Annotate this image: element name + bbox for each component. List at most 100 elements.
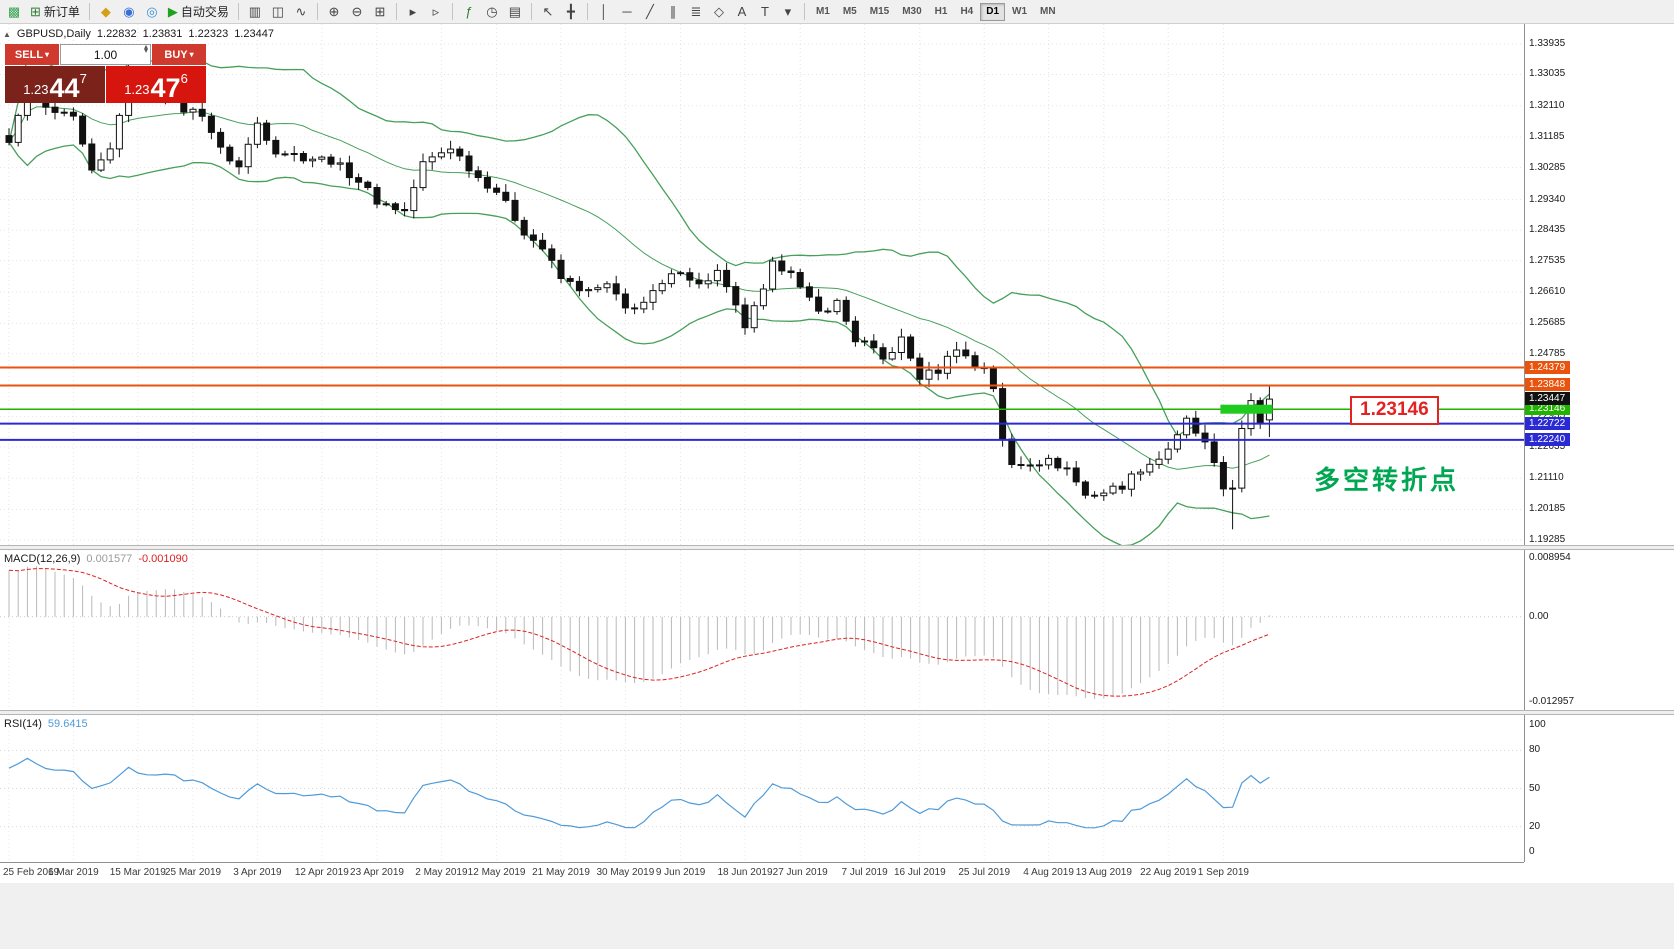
candle-body — [1210, 441, 1218, 463]
candle-body — [217, 131, 225, 148]
fibonacci-icon[interactable]: ≣ — [685, 2, 707, 22]
candle-body — [244, 143, 252, 168]
zoom-out-icon[interactable]: ⊖ — [346, 2, 368, 22]
price-tag-1.22722: 1.22722 — [1525, 416, 1571, 430]
candle-body — [207, 115, 215, 133]
tile-windows-icon[interactable]: ⊞ — [369, 2, 391, 22]
rsi-line — [8, 757, 1270, 829]
candle-body — [1091, 494, 1099, 497]
main-chart-plot[interactable] — [0, 24, 1524, 545]
cursor-icon[interactable]: ↖ — [537, 2, 559, 22]
horizontal-line-icon[interactable]: ─ — [616, 2, 638, 22]
current-price-tag: 1.23447 — [1525, 392, 1571, 406]
candle-body — [677, 272, 685, 275]
time-axis-label: 25 Feb 2019 — [3, 867, 60, 878]
price-scale[interactable]: 1.33935 1.33035 1.32110 1.31185 1.30285 1.293… — [1524, 24, 1674, 862]
bollinger-middle-band[interactable] — [8, 106, 1270, 470]
buy-button-label: BUY — [164, 48, 188, 61]
volume-input[interactable]: 1.00 ▴ ▾ — [60, 42, 151, 65]
equidistant-channel-icon[interactable]: ∥ — [662, 2, 684, 22]
time-axis-label: 12 Apr 2019 — [294, 867, 349, 878]
toolbar-separator — [451, 3, 453, 20]
trendline-icon[interactable]: ╱ — [639, 2, 661, 22]
candle-body — [603, 283, 611, 289]
candle-body — [943, 355, 951, 374]
volume-up-button[interactable]: ▴ — [143, 42, 148, 51]
sell-button[interactable]: SELL ▾ — [5, 44, 59, 65]
crosshair-icon[interactable]: ╋ — [560, 2, 582, 22]
timeframe-d1[interactable]: D1 — [980, 2, 1006, 21]
data-window-icon[interactable]: ◉ — [118, 2, 140, 22]
layouts-icon[interactable]: ◆ — [95, 2, 117, 22]
indicators-icon[interactable]: ƒ — [458, 2, 480, 22]
periods-icon[interactable]: ◷ — [481, 2, 503, 22]
timeframe-m30[interactable]: M30 — [902, 5, 922, 17]
price-scale-label: 1.31185 — [1529, 131, 1565, 143]
timeframe-m5[interactable]: M5 — [842, 5, 857, 17]
pivot-note-text[interactable]: 多空转折点 — [1314, 465, 1460, 495]
candle-body — [14, 114, 22, 143]
candle-body — [1035, 464, 1043, 467]
candle-body — [97, 159, 105, 171]
terminal-icon[interactable]: ▩ — [3, 2, 25, 22]
time-axis-label: 6 Mar 2019 — [48, 867, 99, 878]
arrow-tools-icon[interactable]: ▾ — [777, 2, 799, 22]
timeframe-h1[interactable]: H1 — [934, 5, 948, 17]
sell-dropdown-caret-icon: ▾ — [45, 50, 50, 59]
panel-separator[interactable] — [0, 545, 1674, 550]
timeframe-m15[interactable]: M15 — [869, 5, 890, 17]
buy-price-pipette: 6 — [180, 71, 188, 86]
bar-chart-icon[interactable]: ▥ — [244, 2, 266, 22]
candle-body — [355, 177, 363, 183]
price-callout[interactable]: 1.23146 — [1350, 396, 1439, 425]
shapes-icon[interactable]: ◇ — [708, 2, 730, 22]
timeframe-h4[interactable]: H4 — [960, 5, 974, 17]
price-scale-label: 1.30285 — [1529, 161, 1566, 173]
candle-body — [1201, 432, 1209, 443]
candlestick-chart-icon[interactable]: ◫ — [267, 2, 289, 22]
buy-button[interactable]: BUY ▾ — [152, 44, 206, 65]
chart-window[interactable]: 25 Feb 2019 6 Mar 2019 15 Mar 2019 25 Mar 2… — [0, 24, 1674, 949]
line-chart-icon[interactable]: ∿ — [290, 2, 312, 22]
bollinger-upper-band[interactable] — [8, 56, 1270, 437]
text-label-icon[interactable]: T — [754, 2, 776, 22]
macd-plot[interactable] — [0, 550, 1524, 710]
new-order-button[interactable]: ⊞ 新订单 — [26, 2, 84, 22]
vertical-line-icon[interactable]: │ — [593, 2, 615, 22]
candle-body — [585, 289, 593, 292]
candle-body — [796, 272, 804, 288]
templates-icon[interactable]: ▤ — [504, 2, 526, 22]
buy-price-display[interactable]: 1.23 47 6 — [106, 66, 206, 103]
bollinger-lower-band[interactable] — [8, 142, 1270, 545]
support-highlight-segment[interactable] — [1220, 404, 1273, 414]
rsi-plot[interactable] — [0, 715, 1524, 862]
time-axis-label: 15 Mar 2019 — [109, 867, 166, 878]
candle-body — [1238, 428, 1246, 489]
refresh-icon[interactable]: ◎ — [141, 2, 163, 22]
timeframe-w1[interactable]: W1 — [1012, 5, 1028, 17]
candle-body — [263, 122, 271, 141]
timeframe-m1[interactable]: M1 — [815, 5, 830, 17]
timeframe-mn[interactable]: MN — [1040, 5, 1056, 17]
trade-panel-collapse-arrow[interactable]: ▲ — [3, 29, 11, 39]
candle-body — [1173, 434, 1181, 450]
rsi-scale-label: 80 — [1529, 744, 1541, 756]
panel-separator[interactable] — [0, 710, 1674, 715]
time-axis[interactable]: 25 Feb 2019 6 Mar 2019 15 Mar 2019 25 Mar 2… — [0, 862, 1524, 883]
autotrading-button-label: 自动交易 — [180, 5, 229, 19]
zoom-in-icon[interactable]: ⊕ — [323, 2, 345, 22]
candle-body — [401, 209, 409, 212]
candle-body — [971, 355, 979, 369]
auto-scroll-icon[interactable]: ▸ — [402, 2, 424, 22]
chart-shift-icon[interactable]: ▹ — [425, 2, 447, 22]
vertical-line-icon: │ — [599, 4, 608, 19]
candle-body — [318, 156, 326, 160]
text-icon[interactable]: A — [731, 2, 753, 22]
volume-down-button[interactable]: ▾ — [143, 46, 148, 56]
sell-price-display[interactable]: 1.23 44 7 — [5, 66, 105, 103]
autotrading-button[interactable]: ▶ 自动交易 — [164, 2, 233, 22]
toolbar-separator — [88, 3, 90, 20]
candle-body — [732, 286, 740, 306]
candle-body — [364, 181, 372, 188]
ohlc-close: 1.23447 — [234, 28, 274, 40]
